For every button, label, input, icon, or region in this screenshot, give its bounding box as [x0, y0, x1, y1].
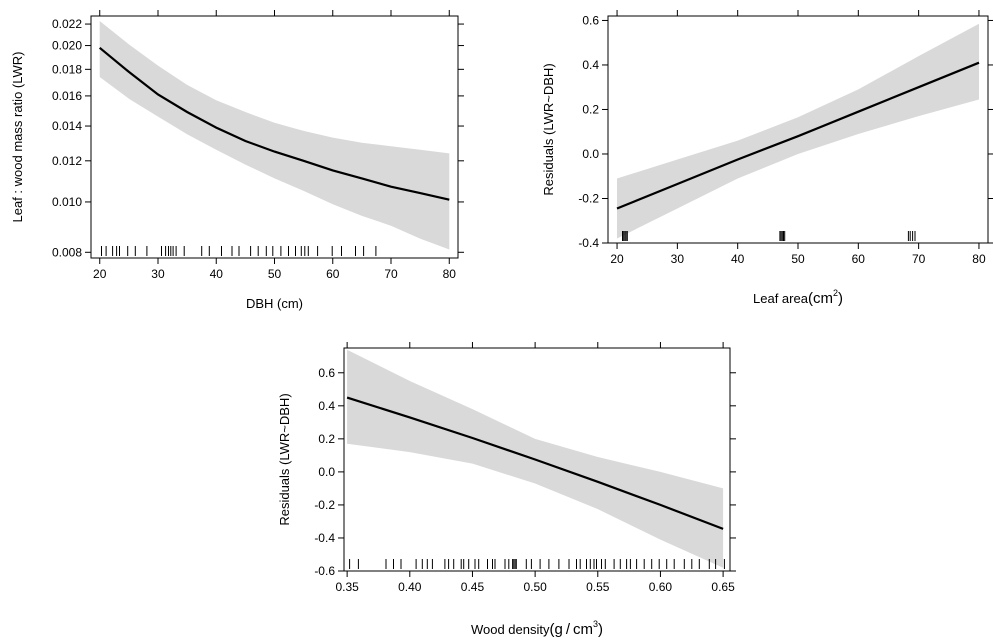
x-axis-label: DBH (cm)	[246, 296, 303, 311]
x-tick-label: 40	[210, 267, 224, 281]
x-tick-label: 60	[852, 252, 866, 266]
x-tick-label: 50	[791, 252, 805, 266]
x-tick-label: 0.50	[523, 580, 547, 594]
x-tick-label: 0.65	[711, 580, 735, 594]
y-axis-label: Residuals (LWR~DBH)	[541, 63, 556, 195]
confidence-band	[99, 21, 450, 250]
y-tick-label: 0.6	[582, 13, 599, 27]
x-tick-label: 20	[610, 252, 624, 266]
fitted-line	[98, 46, 450, 201]
y-tick-label: 0.4	[582, 58, 599, 72]
x-tick-label: 70	[384, 267, 398, 281]
y-tick-label: 0.018	[52, 62, 82, 76]
y-tick-label: 0.0	[582, 147, 599, 161]
y-tick-label: 0.0	[318, 465, 335, 479]
panel-residuals-vs-leaf-area: 20 30 40 50 60 70 80 -0.4 -0.2 0.0 0.2 0.4 0.6 Leaf a…	[541, 10, 993, 307]
x-tick-label: 40	[731, 252, 745, 266]
x-tick-label: 0.60	[649, 580, 673, 594]
x-tick-label: 0.40	[398, 580, 422, 594]
y-tick-label: -0.2	[314, 498, 335, 512]
y-tick-label: -0.6	[314, 564, 335, 578]
fitted-line	[616, 61, 980, 210]
x-tick-label: 30	[671, 252, 685, 266]
panel-residuals-vs-wood-density: 0.35 0.40 0.45 0.50 0.55 0.60 0.65 -0.6 -0.4 -0.2…	[277, 342, 736, 638]
y-tick-label: -0.4	[578, 236, 599, 250]
y-tick-label: 0.012	[52, 154, 82, 168]
x-tick-label: 0.45	[461, 580, 485, 594]
x-tick-label: 0.35	[335, 580, 359, 594]
x-tick-label: 50	[268, 267, 282, 281]
x-axis-label: Leaf area(cm2)	[753, 288, 843, 307]
y-tick-label: 0.014	[52, 119, 82, 133]
x-tick-label: 70	[912, 252, 926, 266]
y-tick-label: 0.016	[52, 89, 82, 103]
x-axis-label: Wood density(g / cm3)	[471, 619, 603, 638]
y-tick-label: 0.6	[318, 366, 335, 380]
y-tick-label: -0.4	[314, 531, 335, 545]
y-axis-label: Leaf : wood mass ratio (LWR)	[10, 52, 25, 223]
y-tick-label: 0.008	[52, 245, 82, 259]
y-tick-label: 0.4	[318, 399, 335, 413]
plot-frame	[343, 347, 731, 572]
y-tick-label: 0.010	[52, 195, 82, 209]
x-tick-label: 80	[972, 252, 986, 266]
panel-lwr-vs-dbh: 20 30 40 50 60 70 80 0.008 0.010 0.012 0.014 0.016 0…	[10, 10, 464, 311]
fitted-line	[346, 396, 724, 530]
y-tick-label: 0.020	[52, 39, 82, 53]
y-tick-label: 0.2	[582, 102, 599, 116]
x-tick-label: 0.55	[586, 580, 610, 594]
x-tick-label: 30	[151, 267, 165, 281]
y-axis-label: Residuals (LWR~DBH)	[277, 393, 292, 525]
x-tick-label: 60	[326, 267, 340, 281]
x-tick-label: 80	[443, 267, 457, 281]
x-tick-label: 20	[93, 267, 107, 281]
y-tick-label: 0.2	[318, 432, 335, 446]
y-tick-label: 0.022	[52, 17, 82, 31]
confidence-band	[617, 23, 979, 239]
y-tick-label: -0.2	[578, 191, 599, 205]
